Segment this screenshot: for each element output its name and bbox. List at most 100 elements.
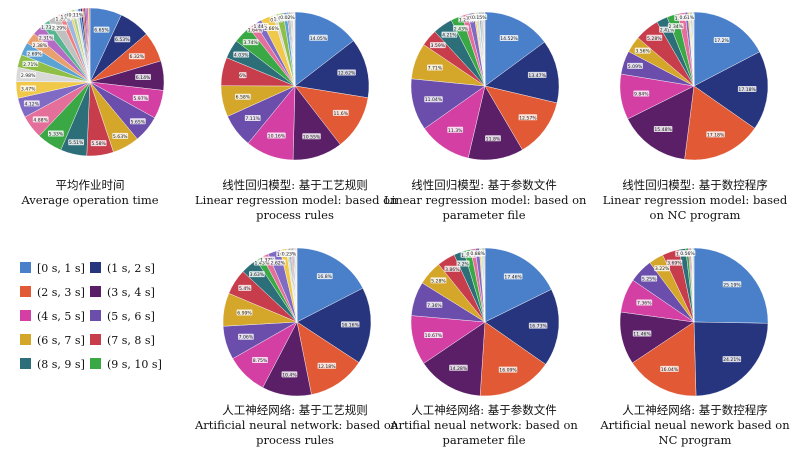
data-label-background <box>706 131 725 138</box>
data-label-background <box>427 64 443 71</box>
data-label-background <box>129 118 146 125</box>
data-label-background <box>499 35 519 42</box>
caption-line-3: process rules <box>256 433 334 447</box>
pie-slice <box>479 321 546 397</box>
data-label-background <box>485 135 501 142</box>
pie-slice <box>693 51 769 129</box>
data-label: 24.21% <box>723 357 741 363</box>
caption-line-3: parameter file <box>442 433 526 447</box>
data-label: 5.09% <box>628 64 643 70</box>
data-label: 5.63% <box>113 134 128 140</box>
data-label: 16.09% <box>499 368 517 374</box>
data-label-background <box>469 250 486 257</box>
legend-item: (4 s, 5 s] <box>20 310 85 326</box>
legend-label: (4 s, 5 s] <box>37 310 85 323</box>
data-label: 2.31% <box>39 36 54 42</box>
data-label: 11.3% <box>448 128 463 134</box>
data-label: 14.28% <box>450 366 468 372</box>
data-label: 14.52% <box>500 36 518 42</box>
data-label-background <box>713 37 730 44</box>
legend-item: [0 s, 1 s] <box>20 262 85 278</box>
data-label-background <box>244 115 261 122</box>
caption-line-1: 人工神经网络: 基于工艺规则 <box>222 403 368 417</box>
data-label-background <box>67 11 84 18</box>
data-label: 3.59% <box>431 43 446 49</box>
data-label: 1.44% <box>253 24 268 30</box>
data-label: 2.2% <box>457 261 469 267</box>
pie-chart-lr-parameter-file: 14.52% 13.47% 12.57% 11.8% 11.3% 11.04% 7.71% 3… <box>410 11 560 161</box>
pie-panel-lr-parameter-file: 14.52% 13.47% 12.57% 11.8% 11.3% 11.04% 7.71% 3… <box>384 0 586 230</box>
pie-panel-lr-nc-program: 17.2% 17.18% 17.18% 15.48% 9.84% 5.09% 3.56% 5.… <box>595 0 795 230</box>
legend-item: (7 s, 8 s] <box>90 334 155 350</box>
data-label-background <box>135 73 151 80</box>
data-label: 9.84% <box>634 92 649 98</box>
data-label-background <box>242 39 259 46</box>
data-label: 6.58% <box>236 95 251 101</box>
data-label-background <box>233 51 250 58</box>
legend-swatch <box>20 262 31 273</box>
data-label-background <box>267 132 286 139</box>
data-label: 2.62% <box>270 261 285 267</box>
data-label: 5.51% <box>69 140 84 146</box>
data-label: 12.18% <box>318 364 336 370</box>
data-label: 1.64% <box>248 28 263 34</box>
data-label-background <box>302 133 321 140</box>
data-label-background <box>456 260 470 267</box>
data-label: 2.38% <box>33 43 48 49</box>
caption-line-3: parameter file <box>442 208 526 222</box>
data-label-background <box>249 271 265 278</box>
data-label: 2.69% <box>27 52 42 58</box>
data-label: 1.37% <box>260 257 275 263</box>
data-label-background <box>316 273 333 280</box>
caption-ann-process-rules: 人工神经网络: 基于工艺规则 Artificial neural network… <box>195 403 398 448</box>
data-label-background <box>332 109 349 116</box>
data-label: 3.56% <box>635 49 650 55</box>
data-label-background <box>627 62 643 69</box>
data-label: 3.86% <box>445 267 460 273</box>
data-label-background <box>424 331 443 338</box>
legend-swatch <box>90 358 101 369</box>
data-label-background <box>93 26 110 33</box>
data-label-background <box>317 362 337 369</box>
data-label: 5.97% <box>133 96 148 102</box>
data-label-background <box>634 47 651 54</box>
data-label-background <box>636 299 653 306</box>
legend-label: (9 s, 10 s] <box>107 358 162 371</box>
data-label: 5.65% <box>131 119 146 125</box>
data-label-background <box>527 71 547 78</box>
data-label: 16.73% <box>529 324 547 330</box>
pie-slice <box>296 247 298 323</box>
data-label: 16.16% <box>341 322 359 328</box>
data-label-background <box>653 126 673 133</box>
legend-swatch <box>90 286 101 297</box>
legend-item: (6 s, 7 s] <box>20 334 85 350</box>
pie-chart-average: 6.65% 6.53% 6.32% 6.14% 5.97% 5.65% 5.63% 5.58%… <box>15 7 165 157</box>
pie-slice <box>484 41 560 104</box>
pie-slice <box>484 247 552 323</box>
data-label: 1.73% <box>41 25 56 31</box>
data-label: 4.21% <box>442 33 457 39</box>
data-label-background <box>38 34 55 41</box>
data-label-background <box>20 72 37 79</box>
data-label: 0.15% <box>472 15 487 21</box>
data-label-background <box>447 126 464 133</box>
data-label-background <box>128 53 145 60</box>
data-label-background <box>238 284 252 291</box>
data-label: 10.4% <box>282 372 297 378</box>
data-label-background <box>279 14 296 21</box>
data-label: 4.12% <box>24 101 39 107</box>
data-label-background <box>235 93 251 100</box>
data-label: 15.48% <box>654 127 672 133</box>
data-label: 7.36% <box>427 303 442 309</box>
data-label: 0.11% <box>69 12 84 18</box>
caption-line-2: Average operation time <box>21 193 159 207</box>
pie-slice <box>632 321 697 397</box>
caption-lr-nc-program: 线性回归模型: 基于数控程序 Linear regression model: … <box>595 178 795 223</box>
data-label: 16.04% <box>661 367 679 373</box>
data-label: 0.88% <box>470 251 485 257</box>
data-label: 2.66% <box>264 26 279 32</box>
data-label-background <box>281 371 298 378</box>
data-label-background <box>641 275 658 282</box>
legend-item: (9 s, 10 s] <box>90 358 162 374</box>
pie-slice <box>484 11 545 87</box>
